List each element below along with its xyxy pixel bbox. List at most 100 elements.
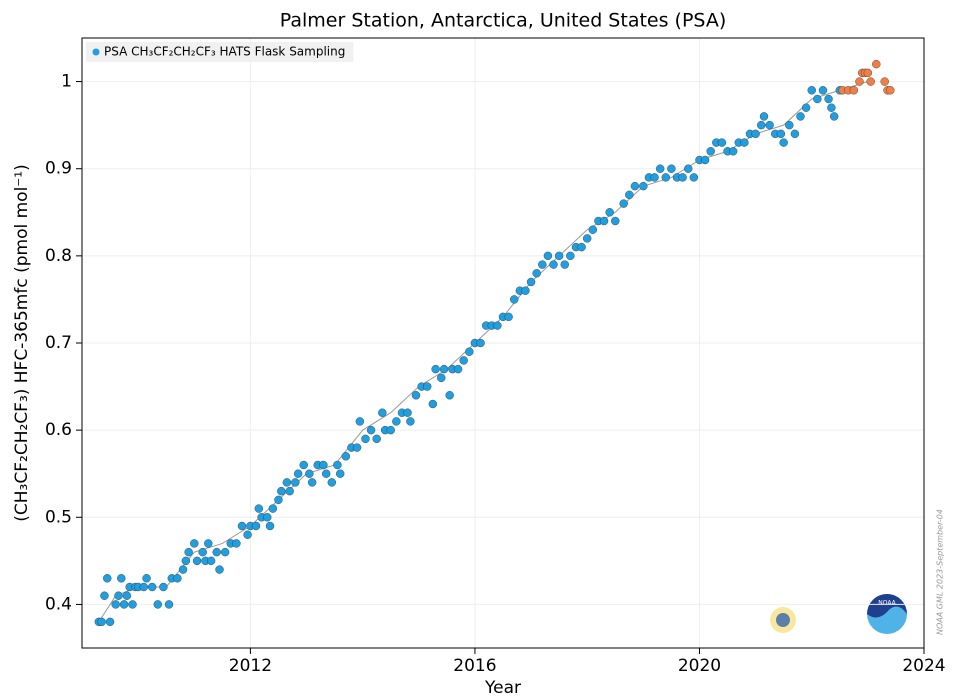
data-point (445, 391, 454, 400)
data-point (111, 600, 120, 609)
y-tick-label: 0.4 (45, 594, 72, 614)
data-point (751, 129, 760, 139)
data-point (299, 460, 308, 470)
y-tick-label: 0.8 (45, 246, 72, 266)
data-point (147, 582, 157, 592)
data-point (403, 408, 412, 417)
data-point (554, 251, 564, 261)
y-tick-label: 0.7 (45, 333, 72, 353)
data-point (560, 260, 569, 269)
data-point (605, 208, 614, 217)
data-point (355, 417, 365, 426)
x-tick-label: 2020 (678, 656, 721, 676)
data-point (232, 539, 241, 548)
data-point (510, 295, 519, 304)
data-point (291, 478, 300, 487)
data-point (319, 460, 328, 470)
data-point (181, 556, 191, 566)
data-point (164, 600, 174, 609)
data-point (855, 77, 864, 86)
data-point (706, 147, 715, 156)
data-point (611, 216, 620, 226)
data-point (178, 565, 188, 574)
data-point (327, 478, 336, 487)
data-point (206, 556, 216, 566)
data-point (361, 434, 370, 444)
data-point (549, 260, 558, 269)
data-point (678, 173, 687, 182)
data-point (366, 425, 376, 435)
data-point (700, 155, 710, 165)
data-point (321, 469, 331, 478)
data-point (97, 617, 106, 627)
x-tick-label: 2024 (902, 656, 945, 676)
data-point (237, 521, 247, 531)
y-tick-label: 1 (61, 72, 72, 92)
data-point (307, 478, 317, 487)
x-tick-label: 2016 (453, 656, 496, 676)
data-point (813, 94, 822, 104)
data-point (689, 173, 699, 182)
data-point (428, 399, 438, 409)
data-point (625, 190, 634, 200)
y-tick-label: 0.6 (45, 420, 72, 440)
data-point (437, 373, 446, 383)
data-point (212, 547, 221, 557)
data-point (521, 286, 530, 295)
data-point (153, 600, 162, 609)
data-point (493, 321, 502, 330)
data-point (757, 120, 766, 130)
data-point (220, 547, 230, 557)
legend-label: PSA CH₃CF₂CH₂CF₃ HATS Flask Sampling (104, 45, 345, 59)
data-point (765, 120, 774, 130)
data-point (650, 173, 659, 182)
data-point (476, 338, 485, 348)
watermark: NOAA GML 2023-September-04 (936, 509, 945, 635)
data-point (779, 138, 788, 147)
data-point (254, 504, 264, 513)
data-point (740, 138, 749, 147)
data-point (785, 120, 794, 130)
data-point (105, 617, 115, 627)
data-point (829, 112, 839, 121)
data-point (801, 103, 811, 112)
data-point (886, 86, 895, 95)
data-point (849, 86, 859, 95)
data-point (215, 565, 224, 574)
data-point (392, 417, 401, 426)
x-axis-label: Year (484, 678, 521, 698)
x-tick-label: 2012 (229, 656, 272, 676)
data-point (265, 521, 275, 531)
data-point (790, 129, 800, 139)
y-axis-label: (CH₃CF₂CH₂CF₃) HFC-365mfc (pmol mol⁻¹) (12, 164, 32, 521)
data-point (190, 539, 199, 548)
data-point (824, 94, 833, 104)
data-point (577, 242, 586, 252)
legend: PSA CH₃CF₂CH₂CF₃ HATS Flask Sampling (86, 42, 354, 62)
data-point (543, 251, 553, 261)
data-point (293, 469, 303, 478)
data-point (336, 469, 345, 478)
data-point (305, 469, 314, 478)
data-point (251, 521, 261, 531)
data-point (184, 547, 193, 557)
data-point (103, 574, 112, 583)
legend-marker (92, 48, 100, 56)
data-point (796, 112, 805, 121)
data-point (880, 77, 889, 86)
data-point (619, 199, 628, 208)
data-point (263, 513, 272, 522)
gml-logo (770, 607, 796, 633)
data-point (526, 277, 536, 287)
noaa-logo: NOAA (867, 594, 907, 634)
data-point (566, 251, 575, 261)
data-point (866, 77, 875, 86)
data-point (759, 112, 769, 121)
plot-frame (81, 37, 925, 649)
data-point (538, 260, 547, 269)
data-point (459, 356, 468, 365)
data-point (776, 129, 786, 139)
data-point (639, 181, 648, 191)
data-point (717, 138, 727, 147)
